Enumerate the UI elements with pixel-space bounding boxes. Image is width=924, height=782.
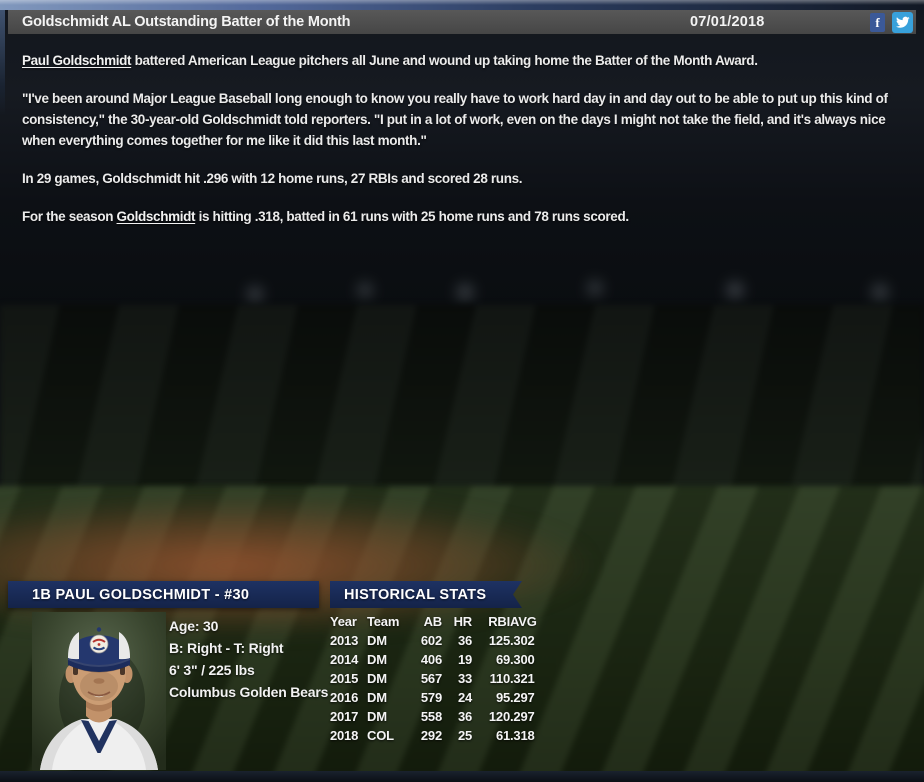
stats-row-2015: 2015 DM 567 33 110 .321: [330, 669, 535, 688]
player-card-banner-label: 1B PAUL GOLDSCHMIDT - #30: [32, 586, 250, 603]
cell-rbi: 61: [495, 728, 510, 743]
stats-row-2014: 2014 DM 406 19 69 .300: [330, 650, 535, 669]
twitter-bird-icon: [895, 16, 910, 28]
cell-ab: 602: [420, 633, 442, 648]
player-height-weight: 6' 3" / 225 lbs: [169, 662, 255, 678]
player-bats-throws: B: Right - T: Right: [169, 640, 284, 656]
player-card-banner: 1B PAUL GOLDSCHMIDT - #30: [8, 581, 319, 608]
cell-avg: .297: [510, 709, 535, 724]
stadium-background-stands: [0, 305, 924, 510]
social-share-group: f: [870, 10, 913, 34]
cell-hr: 36: [457, 709, 472, 724]
article-paragraph-month-stats: In 29 games, Goldschmidt hit .296 with 1…: [22, 171, 523, 186]
cell-avg: .302: [510, 633, 535, 648]
cell-year: 2013: [330, 633, 359, 648]
cell-rbi: 120: [488, 709, 510, 724]
window-left-edge: [0, 0, 5, 115]
cell-rbi: 95: [495, 690, 510, 705]
col-ab: AB: [423, 614, 443, 629]
cell-team: DM: [367, 652, 387, 667]
player-link-goldschmidt[interactable]: Goldschmidt: [116, 209, 196, 224]
cell-rbi: 110: [489, 671, 511, 686]
article-paragraph-season-stats: For the season Goldschmidt is hitting .3…: [22, 206, 904, 227]
cell-team: COL: [367, 728, 394, 743]
cell-hr: 19: [457, 652, 472, 667]
cell-ab: 579: [420, 690, 442, 705]
stats-row-2017: 2017 DM 558 36 120 .297: [330, 707, 535, 726]
stadium-background-lights: [0, 262, 924, 332]
cell-ab: 292: [420, 728, 442, 743]
historical-stats-banner-label: HISTORICAL STATS: [344, 586, 487, 603]
col-hr: HR: [453, 614, 473, 629]
col-year: Year: [330, 614, 357, 629]
cell-avg: .297: [510, 690, 535, 705]
article-paragraph-lead: Paul Goldschmidt battered American Leagu…: [22, 50, 904, 71]
col-avg: AVG: [510, 614, 537, 629]
historical-stats-table: Year Team AB HR RBI AVG 2013 DM 602 36 1…: [330, 612, 537, 745]
page-title: Goldschmidt AL Outstanding Batter of the…: [22, 14, 351, 30]
cell-hr: 24: [457, 690, 472, 705]
cell-year: 2015: [330, 671, 359, 686]
historical-stats-banner: HISTORICAL STATS: [330, 581, 522, 608]
cell-team: DM: [367, 633, 387, 648]
col-rbi: RBI: [488, 614, 510, 629]
cell-team: DM: [367, 709, 387, 724]
article-paragraph-lead-text: battered American League pitchers all Ju…: [131, 53, 758, 68]
season-stats-prefix: For the season: [22, 209, 117, 224]
cell-rbi: 125: [488, 633, 510, 648]
player-portrait-image: [32, 612, 166, 770]
bottom-edge-bar: [0, 771, 924, 782]
facebook-icon: f: [875, 14, 880, 30]
player-bio: Age: 30 B: Right - T: Right 6' 3" / 225 …: [169, 615, 328, 703]
player-college: Columbus Golden Bears: [169, 684, 329, 700]
cell-year: 2016: [330, 690, 359, 705]
facebook-share-button[interactable]: f: [870, 12, 885, 32]
cell-hr: 33: [457, 671, 472, 686]
stats-row-2013: 2013 DM 602 36 125 .302: [330, 631, 535, 650]
player-link-paul-goldschmidt[interactable]: Paul Goldschmidt: [22, 53, 132, 68]
cell-rbi: 69: [495, 652, 510, 667]
cell-year: 2014: [330, 652, 359, 667]
article-paragraph-quote: "I've been around Major League Baseball …: [22, 91, 888, 148]
stats-header-row: Year Team AB HR RBI AVG: [330, 612, 537, 631]
player-age: Age: 30: [169, 618, 219, 634]
news-date: 07/01/2018: [690, 14, 765, 30]
cell-ab: 406: [420, 652, 442, 667]
twitter-share-button[interactable]: [892, 11, 913, 33]
cell-ab: 567: [420, 671, 442, 686]
cell-year: 2018: [330, 728, 359, 743]
cell-hr: 36: [457, 633, 472, 648]
col-team: Team: [367, 614, 400, 629]
cell-team: DM: [367, 671, 387, 686]
top-accent-bar: [0, 0, 924, 10]
news-article: Paul Goldschmidt battered American Leagu…: [22, 50, 904, 244]
season-stats-text: is hitting .318, batted in 61 runs with …: [195, 209, 630, 224]
cell-avg: .300: [510, 652, 535, 667]
news-title-bar: Goldschmidt AL Outstanding Batter of the…: [8, 10, 916, 34]
stats-row-2016: 2016 DM 579 24 95 .297: [330, 688, 535, 707]
cell-team: DM: [367, 690, 387, 705]
cell-year: 2017: [330, 709, 359, 724]
cell-avg: .321: [510, 671, 535, 686]
cell-hr: 25: [457, 728, 472, 743]
cell-ab: 558: [420, 709, 442, 724]
cell-avg: .318: [510, 728, 535, 743]
stats-row-2018: 2018 COL 292 25 61 .318: [330, 726, 535, 745]
